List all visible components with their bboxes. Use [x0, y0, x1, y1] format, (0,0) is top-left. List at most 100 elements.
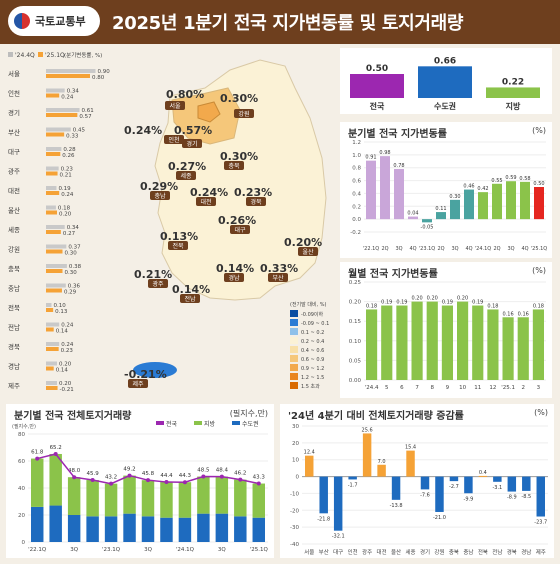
monthly-value: 0.18	[533, 303, 544, 309]
bar-24q	[46, 205, 56, 210]
change-value: -8.5	[521, 494, 531, 500]
transactions-bar-capital	[141, 516, 155, 542]
map-legend-title: (전기말 대비, %)	[290, 301, 326, 308]
y-tick-label: 60	[18, 459, 25, 465]
summary-value: 0.50	[366, 64, 388, 74]
region-label: 세종	[8, 225, 20, 234]
bar-24q	[46, 108, 80, 112]
value-label-25q: 0.14	[56, 329, 69, 335]
bar-25q	[46, 210, 57, 215]
region-label: 경북	[8, 342, 20, 351]
transactions-total-point	[219, 474, 224, 479]
summary-category: 수도권	[434, 101, 456, 111]
map-value: 0.30%	[220, 92, 258, 105]
region-label: 경기	[8, 108, 20, 117]
transactions-bar-capital	[215, 513, 229, 542]
bar-24q	[46, 381, 57, 385]
transactions-x-label: '25.1Q	[250, 547, 269, 553]
ministry-logo: 국토교통부	[8, 6, 100, 36]
transactions-total-label: 48.0	[68, 468, 81, 474]
transactions-legend-label: 전국	[166, 420, 178, 428]
change-x-label: 충남	[463, 548, 473, 556]
transactions-bar-capital	[86, 516, 99, 542]
quarterly-x-label: 4Q	[521, 246, 528, 252]
change-x-label: 울산	[391, 548, 401, 556]
transactions-total-point	[201, 474, 206, 479]
quarterly-x-label: '24.1Q	[475, 246, 492, 252]
value-label-24q: 0.61	[82, 108, 94, 114]
transactions-bar-regional	[49, 453, 62, 506]
map-legend-swatch	[290, 328, 298, 335]
quarterly-bar	[478, 192, 488, 220]
bar-25q	[46, 249, 63, 254]
change-x-label: 전남	[492, 548, 502, 556]
change-x-label: 인천	[348, 548, 358, 556]
map-region-label: 부산	[272, 274, 284, 282]
transactions-total-label: 44.4	[160, 473, 173, 479]
value-label-24q: 0.10	[54, 303, 67, 309]
bar-24q	[46, 303, 52, 307]
transactions-x-label: '22.1Q	[28, 547, 47, 553]
map-region-chip	[128, 379, 148, 388]
map-legend-swatch	[290, 355, 298, 362]
transactions-legend-label: 지방	[204, 420, 216, 428]
quarterly-x-label: 3Q	[507, 246, 514, 252]
map-legend-label: -0.09이하	[301, 311, 324, 318]
map-region-chip	[180, 294, 200, 303]
map-value: 0.80%	[166, 88, 204, 101]
summary-bar	[418, 66, 472, 98]
monthly-bar	[457, 301, 469, 380]
quarterly-x-label: 3Q	[395, 246, 402, 252]
y-tick-label: 0.05	[349, 358, 362, 364]
y-tick-label: -30	[290, 525, 299, 531]
monthly-value: 0.19	[381, 300, 392, 306]
transactions-bar-regional	[123, 475, 136, 514]
change-bar	[391, 476, 401, 500]
transactions-legend-swatch	[194, 421, 202, 425]
change-bar	[536, 476, 545, 517]
transactions-bar-capital	[160, 517, 173, 542]
map-region-chip	[168, 241, 188, 250]
bar-24q	[46, 186, 57, 190]
map-value: 0.24%	[124, 124, 162, 137]
transactions-bar-regional	[104, 483, 118, 517]
transactions-bar-capital	[123, 513, 136, 542]
value-label-25q: 0.23	[61, 348, 74, 354]
change-bar	[507, 476, 517, 492]
value-label-24q: 0.36	[68, 284, 81, 290]
map-value: 0.24%	[190, 186, 228, 199]
map-value: 0.33%	[260, 262, 298, 275]
transactions-unit: (필지수,만)	[229, 409, 268, 418]
y-tick-label: -20	[290, 508, 299, 514]
transactions-bar-capital	[197, 513, 210, 542]
change-x-label: 경남	[521, 548, 531, 556]
bar-24q	[46, 264, 67, 268]
change-x-label: 서울	[304, 548, 314, 556]
monthly-x-label: 8	[431, 385, 435, 391]
monthly-x-label: 7	[415, 385, 419, 391]
monthly-bar	[517, 317, 529, 380]
quarterly-value: 0.98	[379, 150, 390, 156]
change-value: -32.1	[332, 534, 345, 540]
y-tick-label: -40	[290, 542, 299, 548]
bar-24q	[46, 69, 96, 73]
monthly-panel: 월별 전국 지가변동률 (%) 0.25 0.20 0.15 0.10 0.05 0.00…	[340, 262, 552, 398]
region-label: 충북	[8, 264, 20, 273]
value-label-24q: 0.18	[58, 206, 71, 212]
transactions-x-label: '24.1Q	[176, 547, 195, 553]
legend-swatch-24q	[8, 52, 13, 57]
bar-25q	[46, 132, 65, 137]
change-bar	[333, 476, 343, 531]
map-region-chip	[164, 135, 184, 144]
monthly-bar	[396, 305, 408, 380]
transactions-bar-regional	[160, 482, 173, 518]
transactions-bar-capital	[178, 517, 192, 542]
map-value: 0.20%	[284, 236, 322, 249]
transactions-bar-capital	[104, 516, 118, 542]
bar-25q	[46, 191, 60, 195]
change-bar	[464, 476, 473, 494]
map-legend-label: 0.2 ~ 0.4	[301, 339, 324, 345]
korea-map: 0.80%서울0.24%인천0.57%경기0.30%강원0.30%충북0.27%…	[124, 59, 329, 390]
bar-24q	[46, 342, 60, 346]
y-tick-label: 0.0	[352, 217, 361, 223]
